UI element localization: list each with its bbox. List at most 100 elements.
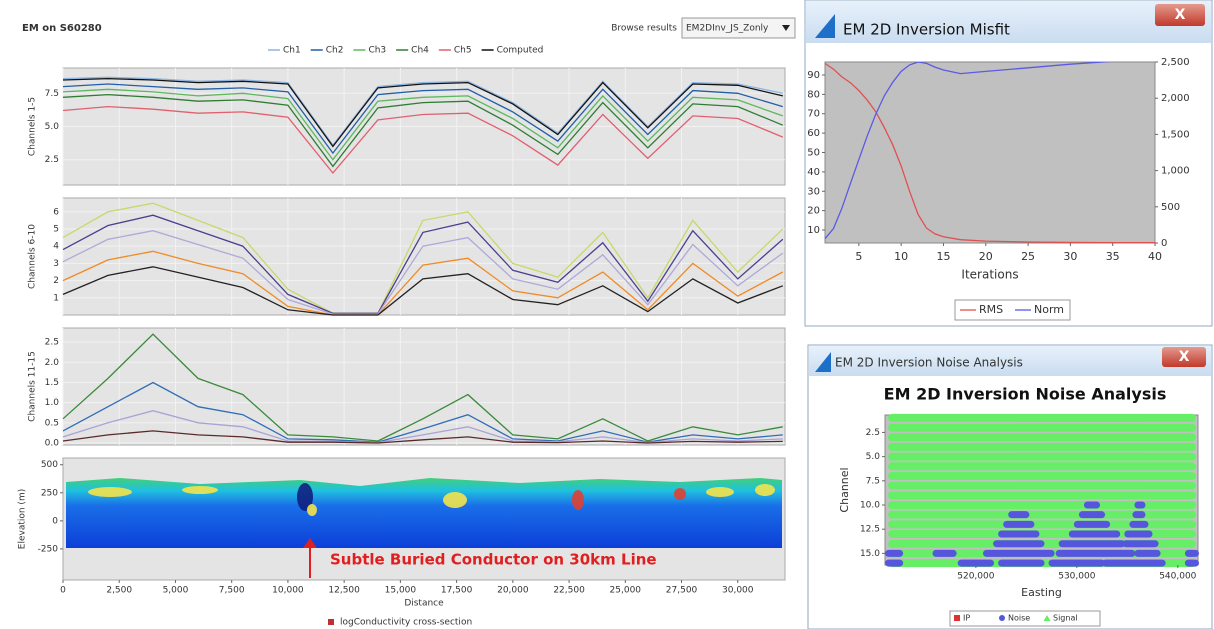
signal-row <box>888 452 1196 461</box>
browse-label: Browse results <box>611 24 677 34</box>
close-button[interactable] <box>1155 4 1205 26</box>
dropdown-arrow[interactable] <box>782 25 790 31</box>
y-tick-label: 30 <box>807 186 820 197</box>
close-button[interactable] <box>1162 347 1206 367</box>
signal-row <box>888 520 1196 529</box>
y-tick-label: 10.0 <box>860 501 880 511</box>
x-tick-label: 12,500 <box>328 586 360 596</box>
signal-row <box>888 471 1196 480</box>
y-axis-label: Channels 6-10 <box>28 224 38 289</box>
y-tick-label: 5.0 <box>45 122 60 132</box>
close-label[interactable]: X <box>1175 7 1186 23</box>
x-tick-label: 10,000 <box>272 586 304 596</box>
y2-tick-label: 500 <box>1161 202 1180 213</box>
y-tick-label: 2.5 <box>45 338 59 348</box>
conductivity-blob <box>443 492 467 508</box>
noise-points <box>1083 501 1101 509</box>
y2-tick-label: 0 <box>1161 238 1167 249</box>
line <box>825 62 1112 240</box>
y-tick-label: 500 <box>41 460 58 470</box>
conductivity-blob <box>297 483 313 511</box>
em-title: EM on S60280 <box>22 23 102 34</box>
legend-swatch <box>1043 615 1051 621</box>
legend-label: Norm <box>1034 303 1064 316</box>
x-tick-label: 540,000 <box>1159 572 1196 582</box>
line <box>825 62 1155 243</box>
legend-box <box>954 299 1071 321</box>
noise-points <box>1003 520 1035 528</box>
cross-section <box>66 478 782 548</box>
noise-points <box>1134 501 1146 509</box>
signal-row <box>888 491 1196 500</box>
browse-value[interactable]: EM2DInv_JS_Zonly <box>686 24 769 34</box>
x-tick-label: 5 <box>855 250 862 263</box>
plot-area <box>62 197 786 316</box>
legend-label: logConductivity cross-section <box>340 618 472 628</box>
y-tick-label: 1.5 <box>45 378 59 388</box>
y-tick-label: 5 <box>53 224 59 234</box>
y-tick-label: 2.5 <box>866 428 880 438</box>
annotation: Subtle Buried Conductor on 30km Line <box>330 551 657 569</box>
x-tick-label: 25 <box>1021 250 1035 263</box>
noise-points <box>932 549 957 557</box>
x-axis-label: Distance <box>404 599 444 609</box>
x-tick-label: 22,500 <box>553 586 585 596</box>
y2-tick-label: 1,000 <box>1161 166 1190 177</box>
legend-label: Ch5 <box>454 46 472 56</box>
x-tick-label: 15 <box>936 250 950 263</box>
window-icon <box>815 352 831 372</box>
line <box>62 83 783 155</box>
noise-points <box>982 549 1055 557</box>
legend-box <box>949 610 1101 627</box>
signal-row <box>888 462 1196 471</box>
close-label[interactable]: X <box>1179 349 1190 365</box>
y-tick-label: 5.0 <box>866 452 881 462</box>
y2-tick-label: 2,500 <box>1161 57 1190 68</box>
noise-points <box>1122 540 1159 548</box>
x-tick-label: 15,000 <box>385 586 417 596</box>
noise-points <box>957 559 995 567</box>
signal-row <box>888 433 1196 442</box>
window-icon <box>815 14 835 38</box>
legend-label: Ch4 <box>411 46 429 56</box>
y-tick-label: 2.5 <box>45 155 59 165</box>
signal-row <box>888 442 1196 451</box>
noise-points <box>1073 520 1111 528</box>
legend-swatch <box>954 615 960 621</box>
x-tick-label: 17,500 <box>441 586 473 596</box>
line <box>62 202 784 314</box>
x-tick-label: 35 <box>1106 250 1120 263</box>
y-tick-label: 90 <box>807 70 820 81</box>
line <box>62 230 784 315</box>
y-tick-label: 12.5 <box>860 525 880 535</box>
noise-points <box>1058 540 1126 548</box>
y-axis-label: Channel <box>838 467 851 512</box>
noise-points <box>1132 511 1146 519</box>
line <box>62 77 783 148</box>
noise-points <box>1184 549 1199 557</box>
x-tick-label: 27,500 <box>666 586 698 596</box>
legend-label: RMS <box>979 303 1003 316</box>
browse-dropdown[interactable] <box>681 17 796 39</box>
noise-points <box>993 540 1045 548</box>
misfit-title-bar <box>806 1 1211 43</box>
y-tick-label: 10 <box>807 225 820 236</box>
noise-points <box>1008 511 1030 519</box>
signal-row <box>888 510 1196 519</box>
x-tick-label: 30 <box>1063 250 1077 263</box>
y-tick-label: 250 <box>41 488 58 498</box>
y-tick-label: 3 <box>53 259 59 269</box>
y-tick-label: 2 <box>53 276 59 286</box>
y-tick-label: 7.5 <box>45 89 59 99</box>
noise-points <box>998 530 1040 538</box>
conductivity-blob <box>182 486 218 494</box>
y-tick-label: 4 <box>53 242 59 252</box>
legend-swatch <box>328 619 334 625</box>
line <box>62 266 784 316</box>
noise-window-title: EM 2D Inversion Noise Analysis <box>835 356 1023 370</box>
y-tick-label: 80 <box>807 89 820 100</box>
y-tick-label: 6 <box>53 207 59 217</box>
legend-swatch <box>999 615 1005 621</box>
signal-row <box>888 413 1196 422</box>
